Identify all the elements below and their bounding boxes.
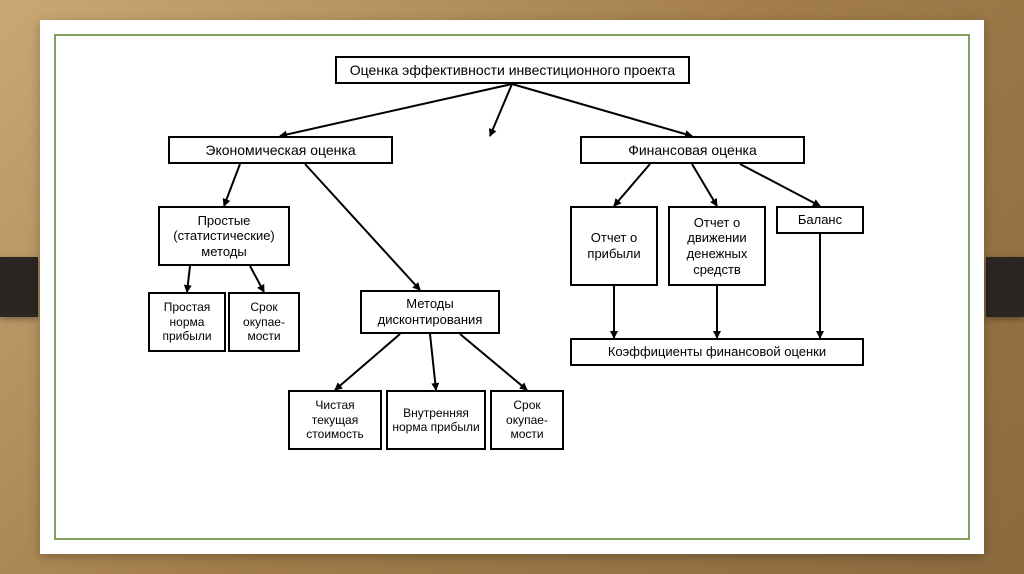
edge-root-fin (512, 84, 692, 136)
flowchart-diagram: Оценка эффективности инвестиционного про… (40, 20, 984, 554)
node-fin: Финансовая оценка (580, 136, 805, 164)
node-npv: Чистая текущая стоимость (288, 390, 382, 450)
node-econ: Экономическая оценка (168, 136, 393, 164)
edge-fin-prof (614, 164, 650, 206)
node-prof: Отчет о прибыли (570, 206, 658, 286)
edge-fin-bal (740, 164, 820, 206)
node-norm: Простая норма прибыли (148, 292, 226, 352)
edge-root-econ (280, 84, 512, 136)
edge-simple-norm (187, 266, 190, 292)
edge-disc-irr (430, 334, 436, 390)
decoration-tab-right (986, 257, 1024, 317)
slide-card: Оценка эффективности инвестиционного про… (40, 20, 984, 554)
edge-fin-cash (692, 164, 717, 206)
node-simple: Простые (статистические) методы (158, 206, 290, 266)
edge-disc-pay2 (460, 334, 527, 390)
node-pay2: Срок окупае- мости (490, 390, 564, 450)
node-coef: Коэффициенты финансовой оценки (570, 338, 864, 366)
edge-simple-pay1 (250, 266, 264, 292)
edge-root-mid1 (490, 84, 512, 136)
slide-background: Оценка эффективности инвестиционного про… (0, 0, 1024, 574)
edges-layer (40, 20, 984, 554)
node-root: Оценка эффективности инвестиционного про… (335, 56, 690, 84)
decoration-tab-left (0, 257, 38, 317)
edge-econ-disc (305, 164, 420, 290)
node-cash: Отчет о движении денежных средств (668, 206, 766, 286)
node-bal: Баланс (776, 206, 864, 234)
edge-disc-npv (335, 334, 400, 390)
edge-econ-simple (224, 164, 240, 206)
node-irr: Внутренняя норма прибыли (386, 390, 486, 450)
node-pay1: Срок окупае- мости (228, 292, 300, 352)
node-disc: Методы дисконтирования (360, 290, 500, 334)
